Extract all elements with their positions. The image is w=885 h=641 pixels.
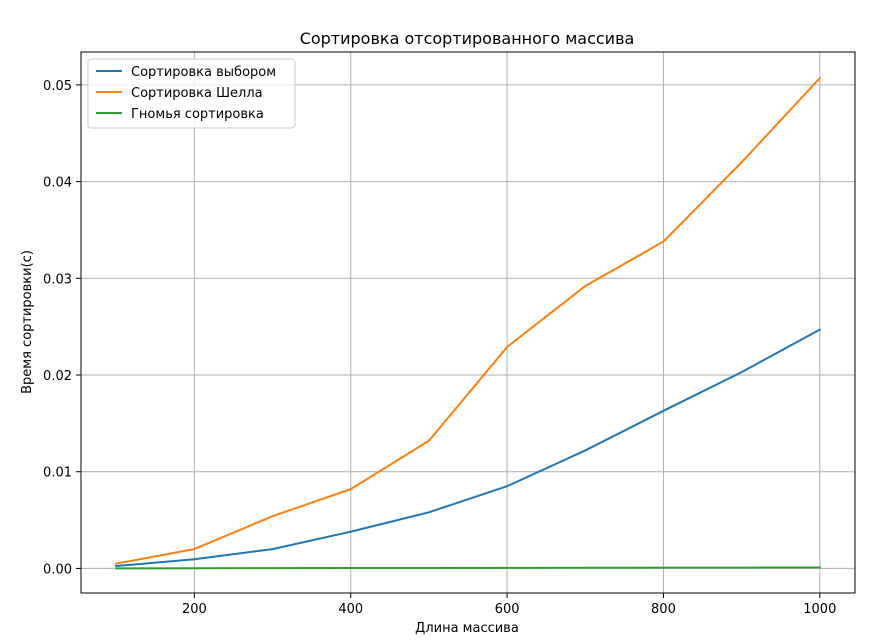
legend: Сортировка выбором Сортировка Шелла Гномья… bbox=[87, 58, 296, 129]
y-tick-label: 0.02 bbox=[43, 369, 72, 384]
series-line bbox=[115, 76, 822, 565]
y-axis-label: Время сортировки(с) bbox=[20, 250, 35, 394]
plot-frame bbox=[80, 51, 856, 594]
x-axis-label: Длина массива bbox=[415, 621, 519, 636]
x-tick-label: 600 bbox=[495, 602, 520, 617]
legend-entry: Сортировка выбором bbox=[131, 65, 276, 80]
series-layer bbox=[115, 76, 822, 570]
series-line bbox=[115, 328, 822, 568]
ticks: 200 400 600 800 1000 0.00 0.01 0.02 0.03 0.04 0.05 bbox=[43, 79, 836, 617]
x-tick-label: 200 bbox=[182, 602, 207, 617]
legend-entry: Гномья сортировка bbox=[131, 107, 264, 122]
x-tick-label: 800 bbox=[651, 602, 676, 617]
chart-title: Сортировка отсортированного массива bbox=[300, 29, 635, 48]
x-tick-label: 400 bbox=[338, 602, 363, 617]
series-line bbox=[115, 566, 821, 570]
grid bbox=[81, 52, 855, 593]
legend-box bbox=[87, 58, 296, 129]
y-tick-label: 0.05 bbox=[43, 79, 72, 94]
y-tick-label: 0.01 bbox=[43, 466, 72, 481]
x-tick-label: 1000 bbox=[803, 602, 836, 617]
legend-entry: Сортировка Шелла bbox=[131, 86, 263, 101]
y-tick-label: 0.03 bbox=[43, 272, 72, 287]
y-tick-label: 0.04 bbox=[43, 176, 72, 191]
y-tick-label: 0.00 bbox=[43, 562, 72, 577]
